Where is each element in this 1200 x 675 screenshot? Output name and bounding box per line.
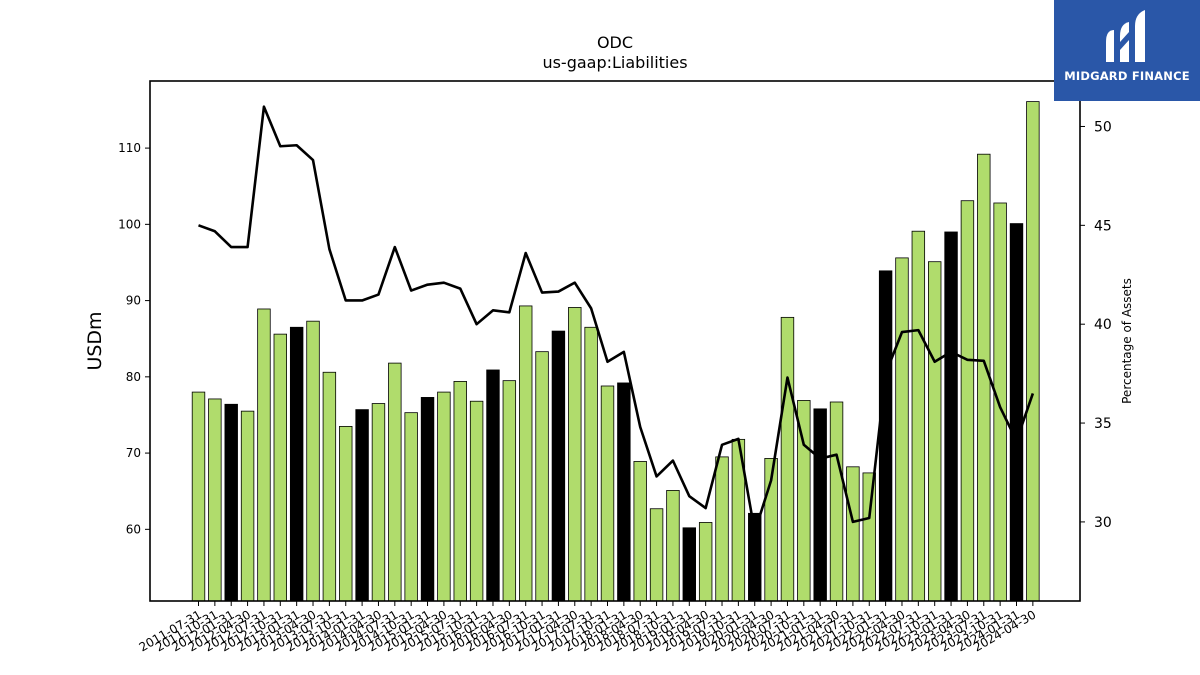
bar <box>911 230 926 602</box>
bar <box>535 351 549 602</box>
y-tick-label: 70 <box>126 446 141 460</box>
bar <box>306 320 320 602</box>
y2-tick-label: 50 <box>1094 119 1112 135</box>
y2-tick-label: 35 <box>1094 416 1112 432</box>
bar <box>420 397 435 602</box>
y2-tick-label: 30 <box>1094 515 1112 531</box>
y-tick-label: 80 <box>126 370 141 384</box>
brand-name: MIDGARD FINANCE <box>1064 69 1190 83</box>
bar <box>404 412 418 602</box>
y2-tick-label: 45 <box>1094 218 1112 234</box>
bar <box>666 490 680 602</box>
bar <box>895 257 909 602</box>
y-tick-label: 60 <box>126 522 141 536</box>
bar <box>486 369 500 602</box>
bar <box>388 362 402 602</box>
chart-subtitle: us-gaap:Liabilities <box>542 53 687 72</box>
bar <box>878 270 893 602</box>
bar <box>224 403 238 602</box>
bar <box>502 380 517 602</box>
bar <box>469 400 484 602</box>
bar <box>829 401 844 602</box>
bar <box>257 308 271 602</box>
bar <box>191 391 206 602</box>
bar <box>519 305 533 602</box>
bar <box>715 456 729 602</box>
bar <box>780 316 795 602</box>
bar <box>944 231 958 602</box>
midgard-logo-icon <box>1106 10 1145 62</box>
bar <box>617 382 631 602</box>
bar <box>862 472 876 602</box>
chart-title: ODC <box>597 33 633 52</box>
y2-tick-label: 40 <box>1094 317 1112 333</box>
bar <box>846 466 860 602</box>
bar <box>273 333 288 602</box>
percentage-line-series <box>198 105 1035 534</box>
bar-series <box>191 101 1040 602</box>
bar <box>1026 101 1040 602</box>
bar <box>600 385 615 602</box>
bar <box>682 527 697 602</box>
bar <box>240 410 255 602</box>
bar <box>977 153 991 602</box>
bar <box>208 398 222 602</box>
bar <box>339 425 353 602</box>
bar <box>437 391 451 602</box>
bar <box>453 381 467 602</box>
bar <box>993 202 1007 602</box>
bar <box>568 307 582 602</box>
bar <box>1009 223 1024 602</box>
y2-axis-label: Percentage of Assets <box>1120 278 1134 404</box>
y-tick-label: 110 <box>118 141 141 155</box>
bar <box>633 461 647 602</box>
bar <box>928 261 942 602</box>
bar <box>813 408 827 602</box>
bar <box>371 403 386 602</box>
plot-frame <box>149 80 1081 602</box>
bar <box>355 409 369 602</box>
bar <box>584 326 598 602</box>
percentage-line <box>198 105 1035 534</box>
bar <box>698 522 713 602</box>
bar <box>649 508 664 602</box>
y-tick-label: 90 <box>126 294 141 308</box>
bar <box>960 200 975 602</box>
bar <box>551 330 566 602</box>
bar <box>289 326 304 602</box>
y-tick-label: 100 <box>118 217 141 231</box>
bar <box>322 371 337 602</box>
brand-logo: MIDGARD FINANCE <box>1054 0 1200 101</box>
y-axis-label: USDm <box>84 311 106 370</box>
axes: 6070809010011030354045502011-07-312011-1… <box>118 80 1112 654</box>
